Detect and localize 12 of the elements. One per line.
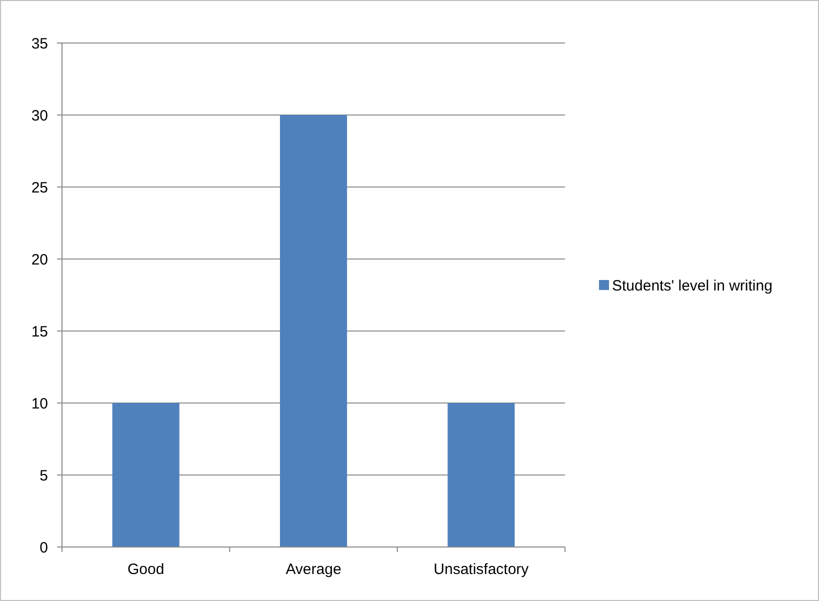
legend-label: Students' level in writing: [612, 277, 772, 294]
y-tick-label: 30: [31, 107, 48, 124]
y-tick-label: 25: [31, 179, 48, 196]
y-tick-label: 0: [40, 539, 48, 556]
y-tick-label: 10: [31, 395, 48, 412]
x-tick-label: Average: [286, 561, 342, 578]
y-tick-label: 35: [31, 35, 48, 52]
y-tick-label: 15: [31, 323, 48, 340]
y-tick-label: 20: [31, 251, 48, 268]
x-tick-label: Good: [127, 561, 164, 578]
y-tick-label: 5: [40, 467, 48, 484]
x-tick-label: Unsatisfactory: [434, 561, 530, 578]
